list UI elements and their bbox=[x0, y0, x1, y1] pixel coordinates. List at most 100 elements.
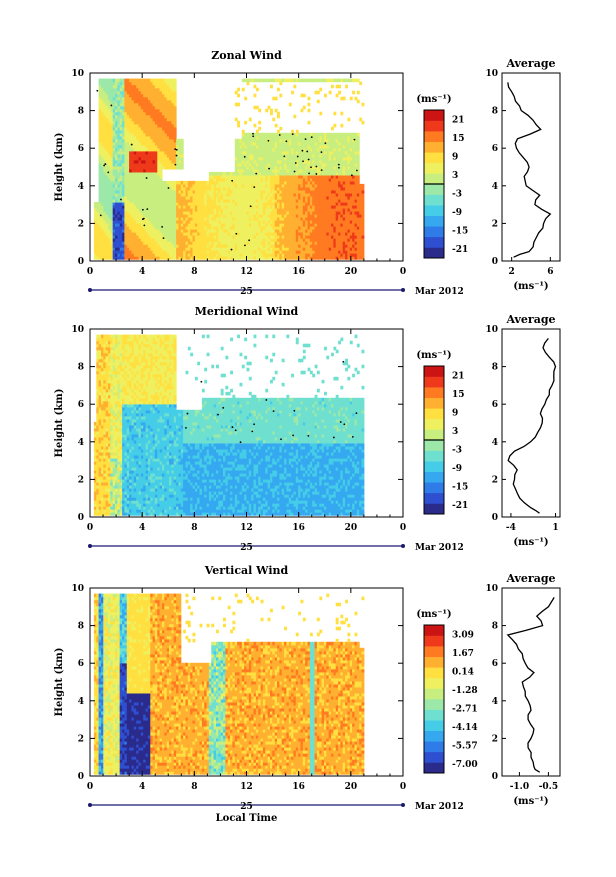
heatmap-cell bbox=[96, 250, 100, 254]
heatmap-cell bbox=[98, 226, 102, 230]
panel-title: Zonal Wind bbox=[211, 49, 282, 62]
heatmap-cell bbox=[307, 102, 311, 107]
heatmap-cell bbox=[98, 208, 102, 212]
heatmap-cell bbox=[98, 87, 102, 92]
heatmap-cell bbox=[279, 126, 283, 131]
heatmap-cell bbox=[93, 211, 97, 215]
heatmap-cell bbox=[98, 202, 102, 206]
heatmap-cell bbox=[96, 223, 100, 227]
heatmap-cell bbox=[93, 214, 97, 218]
heatmap-cell bbox=[101, 238, 104, 242]
heatmap-cell bbox=[258, 126, 262, 131]
heatmap-cell bbox=[101, 235, 104, 239]
heatmap-cell bbox=[98, 165, 102, 170]
heatmap-cell bbox=[253, 93, 257, 98]
heatmap-cell bbox=[98, 177, 102, 182]
heatmap-cell bbox=[98, 117, 102, 122]
heatmap-cell bbox=[98, 241, 102, 245]
heatmap-cell bbox=[101, 241, 104, 245]
heatmap-cell bbox=[244, 96, 248, 101]
heatmap-cell bbox=[96, 241, 100, 245]
heatmap-cell bbox=[345, 84, 348, 89]
heatmap-cell bbox=[101, 217, 104, 221]
heatmap-cell bbox=[302, 105, 306, 110]
heatmap-cell bbox=[98, 196, 102, 200]
heatmap-cell bbox=[319, 87, 323, 92]
heatmap-cell bbox=[98, 102, 102, 107]
heatmap-cell bbox=[98, 235, 102, 239]
heatmap-cell bbox=[307, 96, 311, 101]
heatmap-cell bbox=[237, 120, 240, 125]
heatmap-cell bbox=[93, 244, 97, 248]
heatmap-cell bbox=[98, 220, 102, 224]
heatmap-cell bbox=[98, 114, 102, 119]
heatmap-cell bbox=[98, 256, 102, 260]
heatmap-cell bbox=[98, 147, 102, 152]
heatmap-cell bbox=[319, 111, 323, 116]
heatmap-cell bbox=[98, 129, 102, 134]
heatmap-cell bbox=[98, 238, 102, 242]
heatmap-cell bbox=[101, 250, 104, 254]
heatmap-cell bbox=[291, 90, 294, 95]
heatmap-cell bbox=[98, 229, 102, 233]
heatmap-cell bbox=[101, 214, 104, 218]
heatmap-cell bbox=[98, 78, 102, 83]
heatmap-cell bbox=[93, 205, 97, 209]
heatmap-cell bbox=[98, 171, 102, 176]
heatmap-cell bbox=[293, 114, 297, 119]
heatmap-cell bbox=[277, 87, 280, 92]
heatmap-cell bbox=[101, 256, 104, 260]
heatmap-cell bbox=[98, 99, 102, 104]
heatmap-cell bbox=[98, 84, 102, 89]
heatmap-cell bbox=[98, 144, 102, 149]
heatmap-cell bbox=[352, 90, 355, 95]
heatmap-cell bbox=[173, 78, 177, 83]
heatmap-cell bbox=[98, 183, 102, 188]
heatmap-cell bbox=[316, 99, 320, 104]
heatmap-cell bbox=[98, 135, 102, 140]
heatmap-cell bbox=[333, 111, 337, 116]
heatmap-cell bbox=[93, 253, 97, 257]
heatmap-cell bbox=[101, 196, 104, 200]
heatmap-cell bbox=[333, 123, 337, 128]
heatmap-cell bbox=[98, 180, 102, 185]
heatmap-cell bbox=[93, 226, 97, 230]
heatmap-cell bbox=[96, 253, 100, 257]
heatmap-cell bbox=[96, 232, 100, 236]
heatmap-cell bbox=[234, 117, 238, 122]
heatmap-cell bbox=[98, 174, 102, 179]
heatmap-cell bbox=[288, 102, 292, 107]
heatmap-cell bbox=[98, 105, 102, 110]
heatmap-cell bbox=[98, 150, 102, 155]
heatmap-cell bbox=[98, 123, 102, 128]
heatmap-cell bbox=[98, 168, 102, 173]
heatmap-cell bbox=[98, 223, 102, 227]
heatmap-cell bbox=[237, 87, 240, 92]
heatmap-cell bbox=[98, 205, 102, 209]
heatmap-cell bbox=[237, 93, 240, 98]
heatmap-cell bbox=[98, 192, 102, 197]
heatmap-cell bbox=[349, 96, 353, 101]
heatmap-cell bbox=[93, 241, 97, 245]
heatmap-cell bbox=[96, 211, 100, 215]
heatmap-cell bbox=[96, 217, 100, 221]
heatmap-cell bbox=[258, 108, 262, 113]
heatmap-cell bbox=[93, 250, 97, 254]
heatmap-cell bbox=[98, 156, 102, 161]
heatmap-cell bbox=[98, 111, 102, 116]
heatmap-cell bbox=[274, 123, 278, 128]
heatmap-cell bbox=[96, 214, 100, 218]
heatmap-cell bbox=[93, 208, 97, 212]
heatmap-cell bbox=[98, 120, 102, 125]
heatmap-cell bbox=[101, 189, 104, 194]
heatmap-cell bbox=[324, 93, 327, 98]
heatmap-cell bbox=[302, 93, 306, 98]
heatmap-cell bbox=[347, 117, 351, 122]
heatmap-cell bbox=[98, 211, 102, 215]
heatmap-cell bbox=[96, 244, 100, 248]
heatmap-cell bbox=[101, 247, 104, 251]
heatmap-cell bbox=[338, 84, 341, 89]
heatmap-cell bbox=[180, 138, 184, 143]
